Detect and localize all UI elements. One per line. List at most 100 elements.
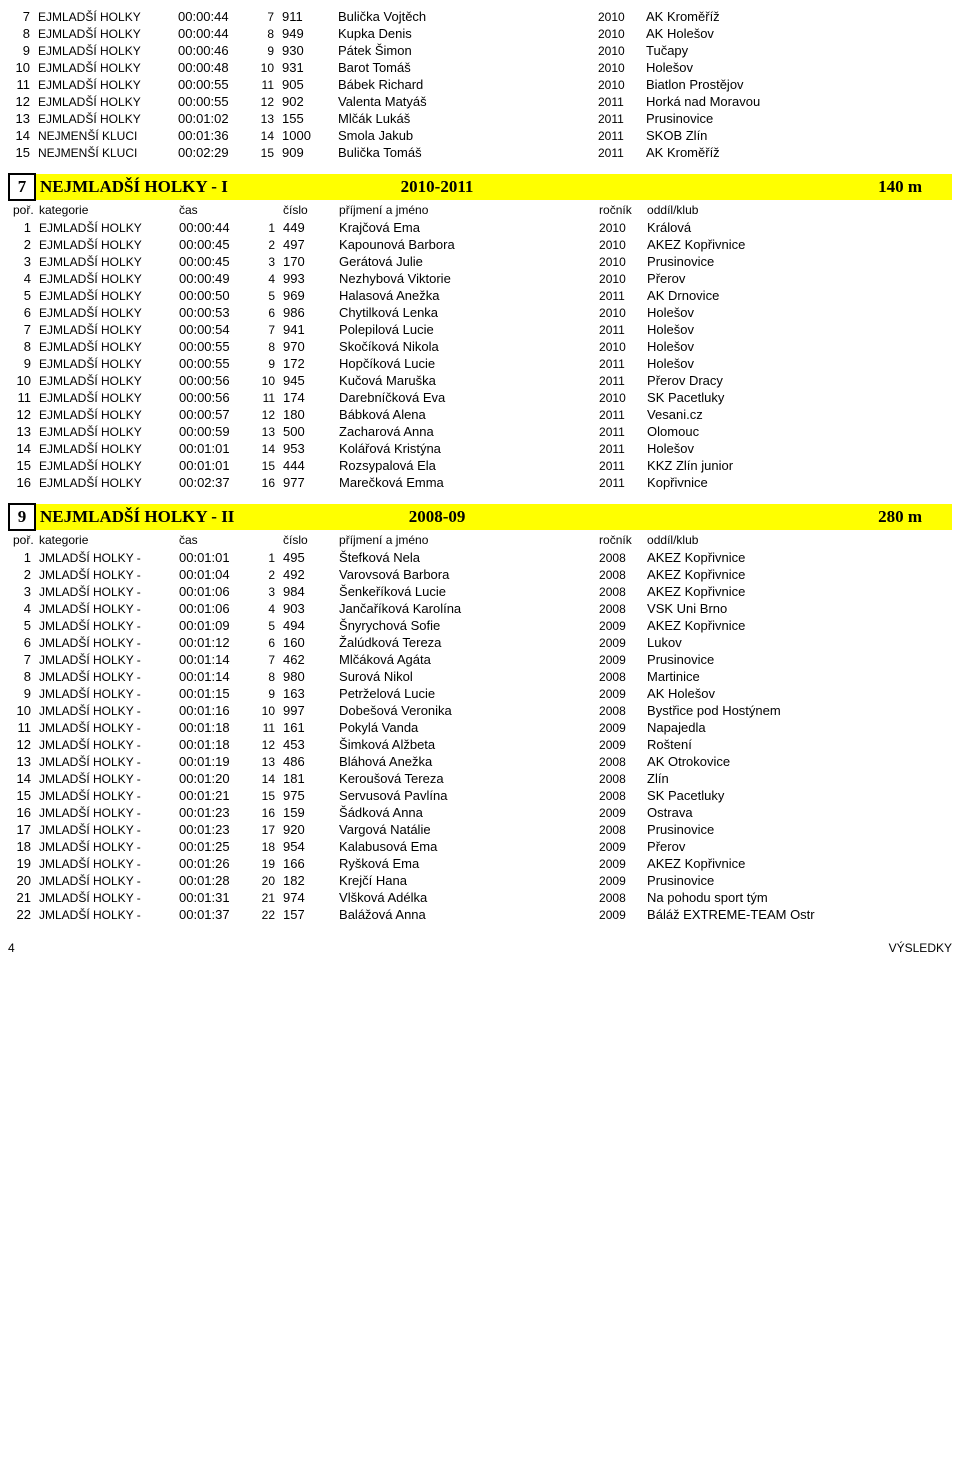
cell-year: 2009 bbox=[595, 872, 643, 889]
cell-time: 00:00:56 bbox=[175, 372, 251, 389]
column-headers: poř. kategorie čas číslo příjmení a jmén… bbox=[9, 200, 952, 219]
cell-number: 905 bbox=[278, 76, 334, 93]
cell-category: EJMLADŠÍ HOLKY bbox=[35, 338, 175, 355]
cell-category: JMLADŠÍ HOLKY - bbox=[35, 770, 175, 787]
table-row: 4EJMLADŠÍ HOLKY00:00:494993Nezhybová Vik… bbox=[9, 270, 952, 287]
cell-name: Rozsypalová Ela bbox=[335, 457, 595, 474]
cell-rank: 4 bbox=[9, 600, 35, 617]
hdr-category: kategorie bbox=[35, 200, 175, 219]
cell-club: AKEZ Kopřivnice bbox=[643, 617, 952, 634]
cell-club: Přerov bbox=[643, 270, 952, 287]
cell-name: Keroušová Tereza bbox=[335, 770, 595, 787]
cell-year: 2011 bbox=[594, 110, 642, 127]
cell-name: Žalúdková Tereza bbox=[335, 634, 595, 651]
cell-number: 172 bbox=[279, 355, 335, 372]
cell-name: Štefková Nela bbox=[335, 549, 595, 566]
cell-time: 00:00:53 bbox=[175, 304, 251, 321]
cell-order: 5 bbox=[251, 617, 279, 634]
cell-rank: 22 bbox=[9, 906, 35, 923]
cell-time: 00:01:06 bbox=[175, 583, 251, 600]
cell-year: 2008 bbox=[595, 702, 643, 719]
table-row: 12EJMLADŠÍ HOLKY00:00:5712180Bábková Ale… bbox=[9, 406, 952, 423]
cell-order: 21 bbox=[251, 889, 279, 906]
cell-year: 2009 bbox=[595, 651, 643, 668]
cell-number: 911 bbox=[278, 8, 334, 25]
section-distance: 280 m bbox=[595, 504, 952, 530]
table-row: 6EJMLADŠÍ HOLKY00:00:536986Chytilková Le… bbox=[9, 304, 952, 321]
cell-name: Jančaříková Karolína bbox=[335, 600, 595, 617]
cell-category: EJMLADŠÍ HOLKY bbox=[35, 270, 175, 287]
cell-category: JMLADŠÍ HOLKY - bbox=[35, 600, 175, 617]
hdr-name: příjmení a jméno bbox=[335, 530, 595, 549]
cell-club: Holešov bbox=[643, 338, 952, 355]
cell-category: EJMLADŠÍ HOLKY bbox=[34, 8, 174, 25]
cell-name: Varovsová Barbora bbox=[335, 566, 595, 583]
cell-category: JMLADŠÍ HOLKY - bbox=[35, 634, 175, 651]
cell-name: Nezhybová Viktorie bbox=[335, 270, 595, 287]
cell-order: 11 bbox=[250, 76, 278, 93]
hdr-rank: poř. bbox=[9, 530, 35, 549]
cell-club: Báláž EXTREME-TEAM Ostr bbox=[643, 906, 952, 923]
cell-name: Polepilová Lucie bbox=[335, 321, 595, 338]
cell-number: 160 bbox=[279, 634, 335, 651]
table-row: 2EJMLADŠÍ HOLKY00:00:452497Kapounová Bar… bbox=[9, 236, 952, 253]
cell-order: 14 bbox=[250, 127, 278, 144]
column-headers: poř. kategorie čas číslo příjmení a jmén… bbox=[9, 530, 952, 549]
cell-rank: 5 bbox=[9, 287, 35, 304]
cell-number: 166 bbox=[279, 855, 335, 872]
cell-order: 5 bbox=[251, 287, 279, 304]
cell-name: Pátek Šimon bbox=[334, 42, 594, 59]
cell-number: 500 bbox=[279, 423, 335, 440]
cell-time: 00:01:14 bbox=[175, 651, 251, 668]
cell-year: 2009 bbox=[595, 736, 643, 753]
cell-number: 931 bbox=[278, 59, 334, 76]
cell-time: 00:02:37 bbox=[175, 474, 251, 491]
cell-name: Vargová Natálie bbox=[335, 821, 595, 838]
cell-number: 449 bbox=[279, 219, 335, 236]
cell-category: EJMLADŠÍ HOLKY bbox=[35, 304, 175, 321]
table-row: 6JMLADŠÍ HOLKY -00:01:126160Žalúdková Te… bbox=[9, 634, 952, 651]
cell-name: Marečková Emma bbox=[335, 474, 595, 491]
cell-time: 00:00:49 bbox=[175, 270, 251, 287]
cell-year: 2008 bbox=[595, 583, 643, 600]
cell-club: SK Pacetluky bbox=[643, 389, 952, 406]
cell-rank: 10 bbox=[8, 59, 34, 76]
table-row: 21JMLADŠÍ HOLKY -00:01:3121974Vlšková Ad… bbox=[9, 889, 952, 906]
cell-time: 00:01:16 bbox=[175, 702, 251, 719]
table-row: 3EJMLADŠÍ HOLKY00:00:453170Gerátová Juli… bbox=[9, 253, 952, 270]
cell-time: 00:01:23 bbox=[175, 821, 251, 838]
cell-category: EJMLADŠÍ HOLKY bbox=[35, 440, 175, 457]
cell-order: 11 bbox=[251, 389, 279, 406]
cell-year: 2011 bbox=[595, 457, 643, 474]
cell-time: 00:00:54 bbox=[175, 321, 251, 338]
cell-club: Prusinovice bbox=[643, 872, 952, 889]
cell-rank: 14 bbox=[9, 440, 35, 457]
cell-time: 00:01:28 bbox=[175, 872, 251, 889]
hdr-time: čas bbox=[175, 200, 251, 219]
cell-category: EJMLADŠÍ HOLKY bbox=[35, 253, 175, 270]
section-7-header: 7 NEJMLADŠÍ HOLKY - I 2010-2011 140 m po… bbox=[8, 173, 952, 491]
table-row: 5JMLADŠÍ HOLKY -00:01:095494Šnyrychová S… bbox=[9, 617, 952, 634]
section-number: 9 bbox=[9, 504, 35, 530]
cell-club: Na pohodu sport tým bbox=[643, 889, 952, 906]
cell-rank: 7 bbox=[9, 321, 35, 338]
cell-category: JMLADŠÍ HOLKY - bbox=[35, 719, 175, 736]
cell-rank: 8 bbox=[9, 668, 35, 685]
table-row: 8EJMLADŠÍ HOLKY00:00:558970Skočíková Nik… bbox=[9, 338, 952, 355]
table-row: 19JMLADŠÍ HOLKY -00:01:2619166Ryšková Em… bbox=[9, 855, 952, 872]
cell-year: 2011 bbox=[595, 287, 643, 304]
cell-name: Valenta Matyáš bbox=[334, 93, 594, 110]
cell-order: 8 bbox=[251, 668, 279, 685]
cell-name: Šádková Anna bbox=[335, 804, 595, 821]
cell-club: SKOB Zlín bbox=[642, 127, 952, 144]
cell-category: EJMLADŠÍ HOLKY bbox=[34, 110, 174, 127]
cell-name: Skočíková Nikola bbox=[335, 338, 595, 355]
cell-time: 00:00:59 bbox=[175, 423, 251, 440]
cell-category: JMLADŠÍ HOLKY - bbox=[35, 906, 175, 923]
cell-number: 495 bbox=[279, 549, 335, 566]
table-row: 15NEJMENŠÍ KLUCI00:02:2915909Bulička Tom… bbox=[8, 144, 952, 161]
section-years: 2008-09 bbox=[279, 504, 595, 530]
cell-number: 970 bbox=[279, 338, 335, 355]
cell-category: JMLADŠÍ HOLKY - bbox=[35, 872, 175, 889]
cell-name: Kolářová Kristýna bbox=[335, 440, 595, 457]
